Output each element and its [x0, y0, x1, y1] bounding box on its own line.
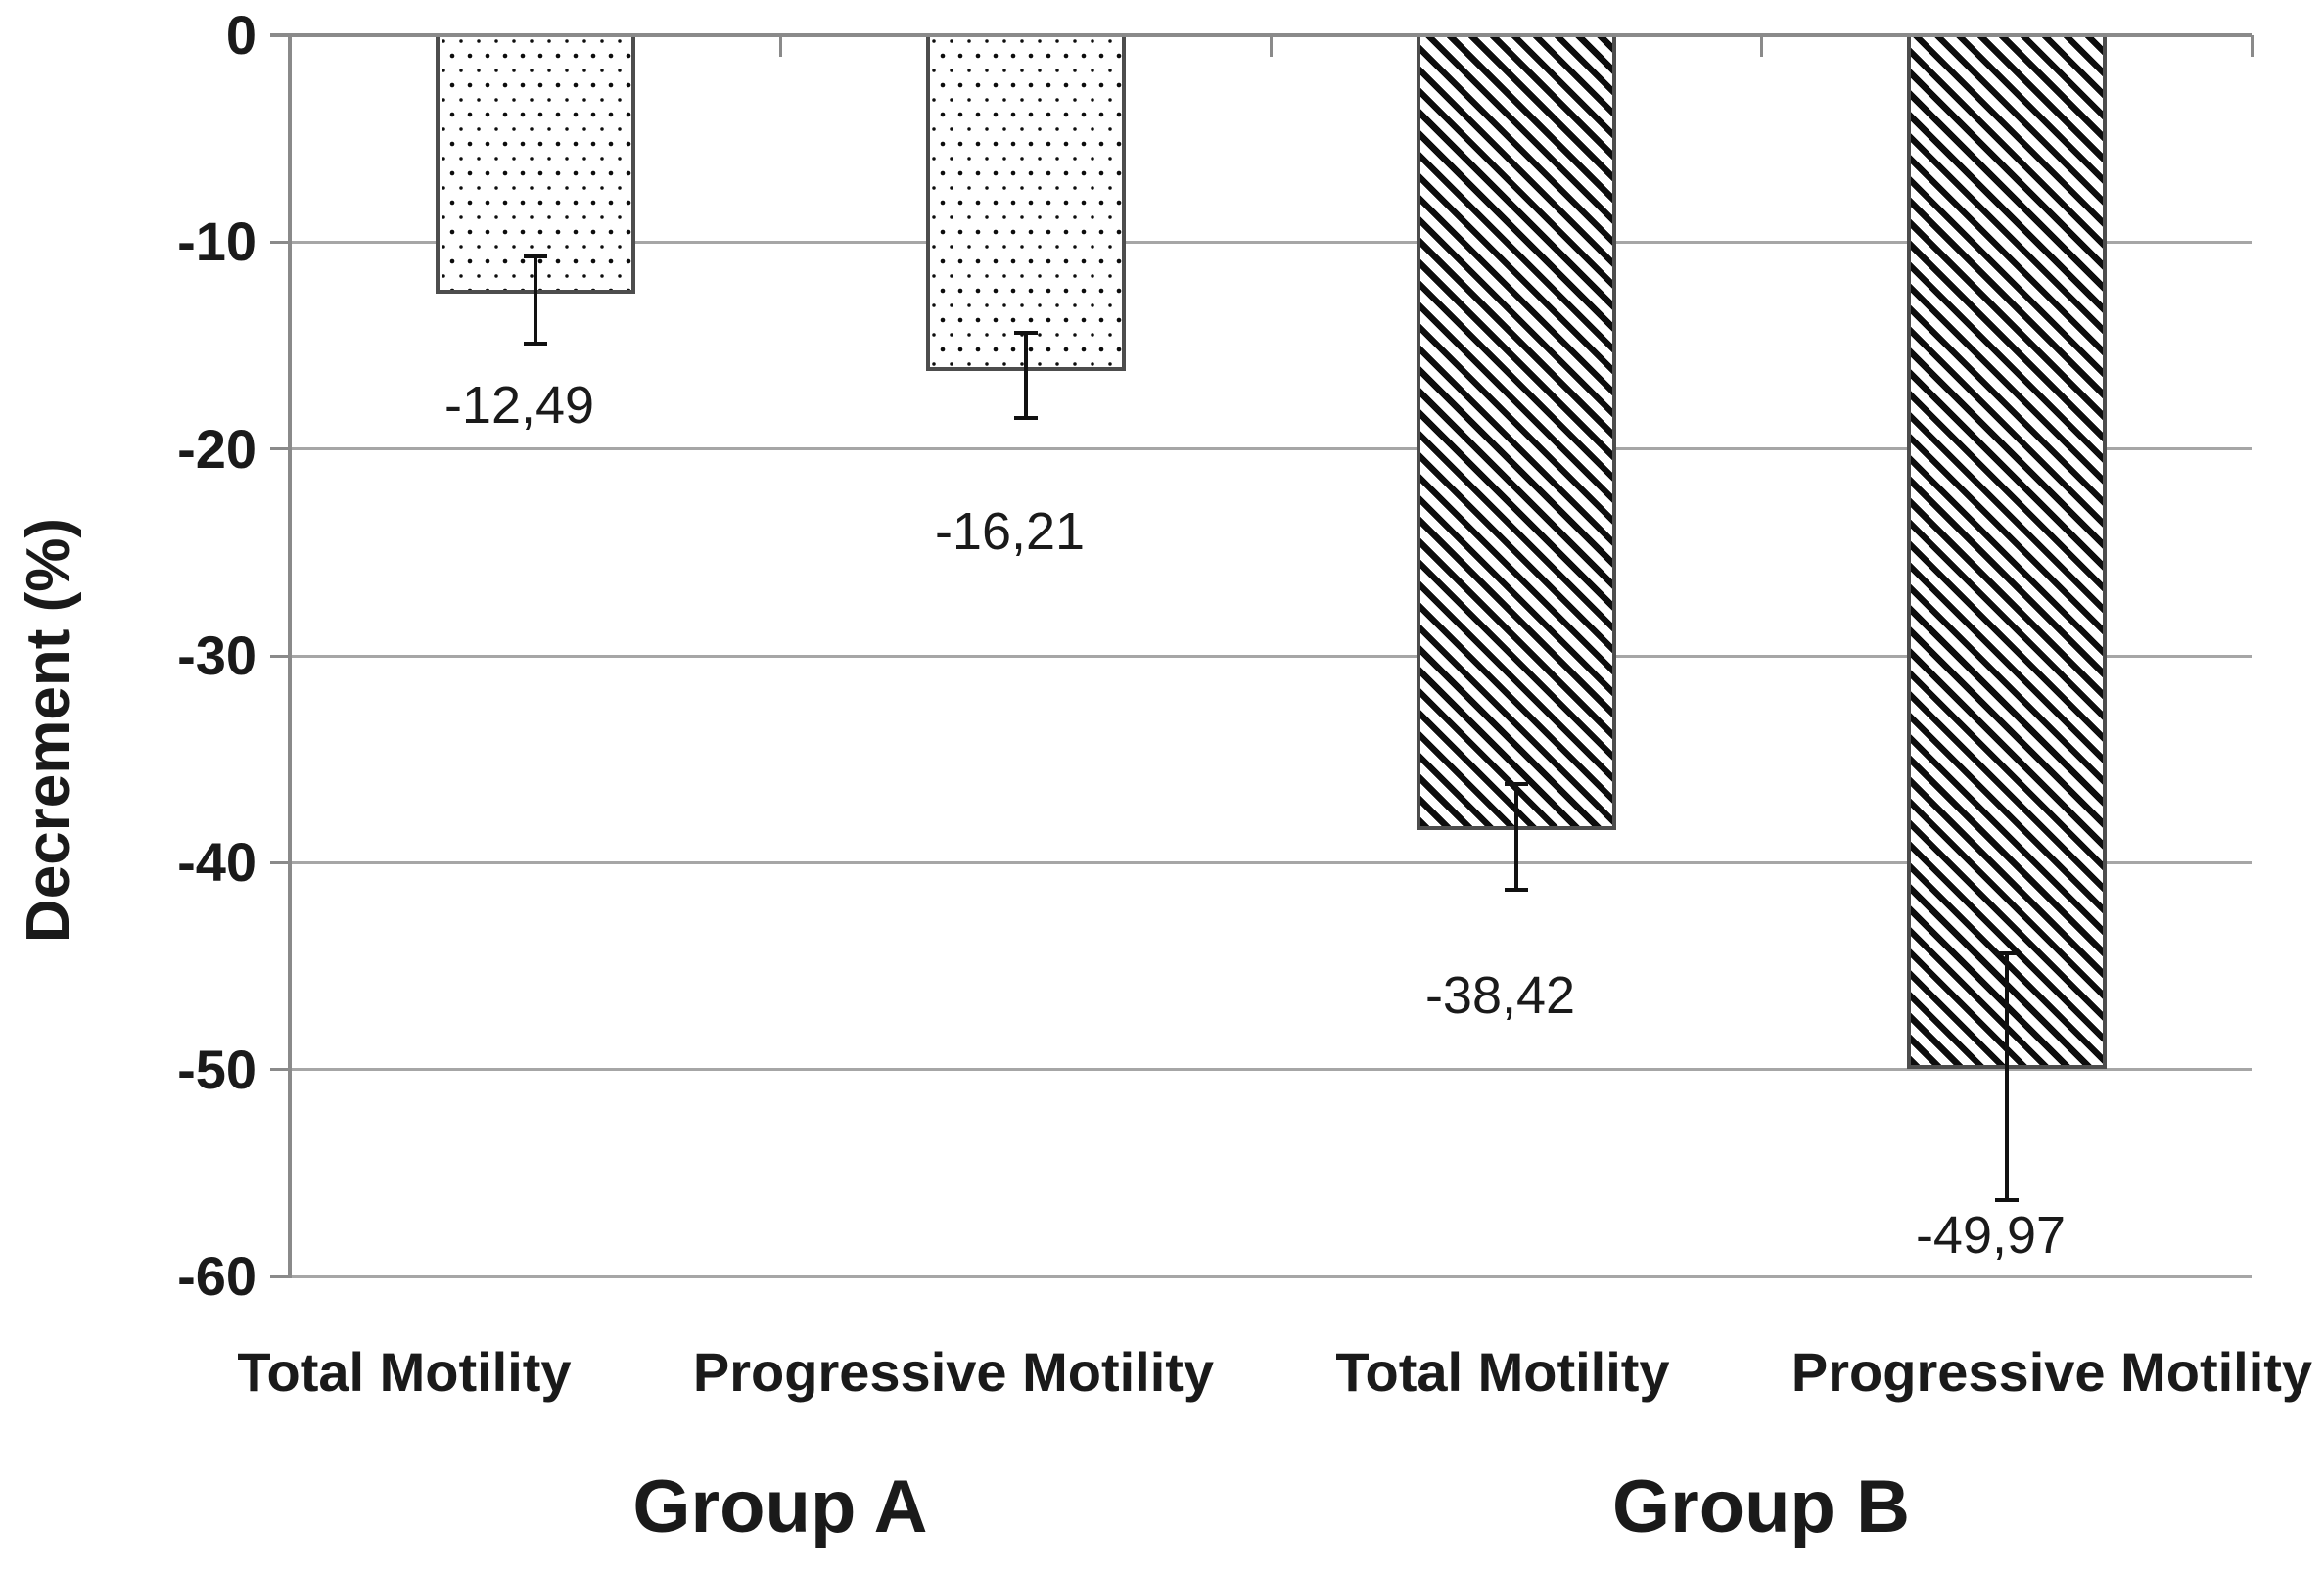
value-label-group-a-progressive-motility: -16,21	[934, 502, 1086, 562]
y-tick-label--50: -50	[177, 1038, 256, 1100]
error-bar-top-cap-group-a-total-motility	[523, 254, 547, 259]
error-bar-group-a-progressive-motility	[1023, 333, 1028, 418]
y-axis-tick--50	[270, 1068, 290, 1072]
bar-group-a-total-motility	[435, 35, 635, 294]
y-tick-label--10: -10	[177, 210, 256, 273]
error-bar-top-cap-group-b-progressive-motility	[1994, 951, 2019, 956]
y-tick-label--30: -30	[177, 625, 256, 686]
error-bar-group-b-total-motility	[1513, 784, 1518, 890]
y-axis-line	[288, 33, 292, 1278]
gridline--30	[290, 654, 2252, 658]
gridline--10	[290, 240, 2252, 244]
error-bar-group-b-progressive-motility	[2004, 953, 2009, 1200]
error-bar-bottom-cap-group-b-progressive-motility	[1994, 1197, 2019, 1202]
error-bar-bottom-cap-group-b-total-motility	[1504, 887, 1528, 892]
category-label-3-progressive-motility: Progressive Motility	[1790, 1341, 2313, 1403]
category-boundary-tick-4	[2250, 35, 2254, 57]
gridline--40	[290, 860, 2252, 864]
category-label-0-total-motility: Total Motility	[237, 1341, 572, 1403]
category-boundary-tick-0	[288, 35, 292, 57]
y-tick-label--60: -60	[177, 1245, 256, 1307]
value-label-group-b-progressive-motility: -49,97	[1915, 1205, 2067, 1265]
y-tick-label--20: -20	[177, 417, 256, 480]
y-axis-tick--60	[270, 1274, 290, 1278]
group-label-group-b: Group B	[1612, 1465, 1910, 1549]
gridline--20	[290, 447, 2252, 451]
error-bar-bottom-cap-group-a-progressive-motility	[1013, 415, 1038, 420]
value-label-group-b-total-motility: -38,42	[1424, 965, 1576, 1025]
bar-group-b-progressive-motility	[1906, 35, 2107, 1070]
error-bar-bottom-cap-group-a-total-motility	[523, 341, 547, 346]
y-axis-tick--20	[270, 447, 290, 451]
y-tick-label--40: -40	[177, 831, 256, 894]
y-axis-tick--30	[270, 654, 290, 658]
y-axis-tick--10	[270, 240, 290, 244]
gridline--60	[290, 1274, 2252, 1278]
category-boundary-tick-1	[778, 35, 782, 57]
bar-group-b-total-motility	[1416, 35, 1616, 830]
x-axis-zero-line	[270, 33, 2252, 37]
category-boundary-tick-2	[1269, 35, 1273, 57]
category-label-1-progressive-motility: Progressive Motility	[692, 1341, 1215, 1403]
bar-group-a-progressive-motility	[925, 35, 1126, 371]
y-axis-tick--40	[270, 860, 290, 864]
group-label-group-a: Group A	[632, 1465, 928, 1549]
category-label-2-total-motility: Total Motility	[1335, 1341, 1670, 1403]
category-boundary-tick-3	[1759, 35, 1763, 57]
error-bar-top-cap-group-a-progressive-motility	[1013, 331, 1038, 336]
value-label-group-a-total-motility: -12,49	[443, 376, 595, 436]
gridline--50	[290, 1068, 2252, 1072]
error-bar-top-cap-group-b-total-motility	[1504, 782, 1528, 787]
y-tick-label-0: 0	[225, 4, 256, 66]
error-bar-group-a-total-motility	[533, 256, 537, 344]
